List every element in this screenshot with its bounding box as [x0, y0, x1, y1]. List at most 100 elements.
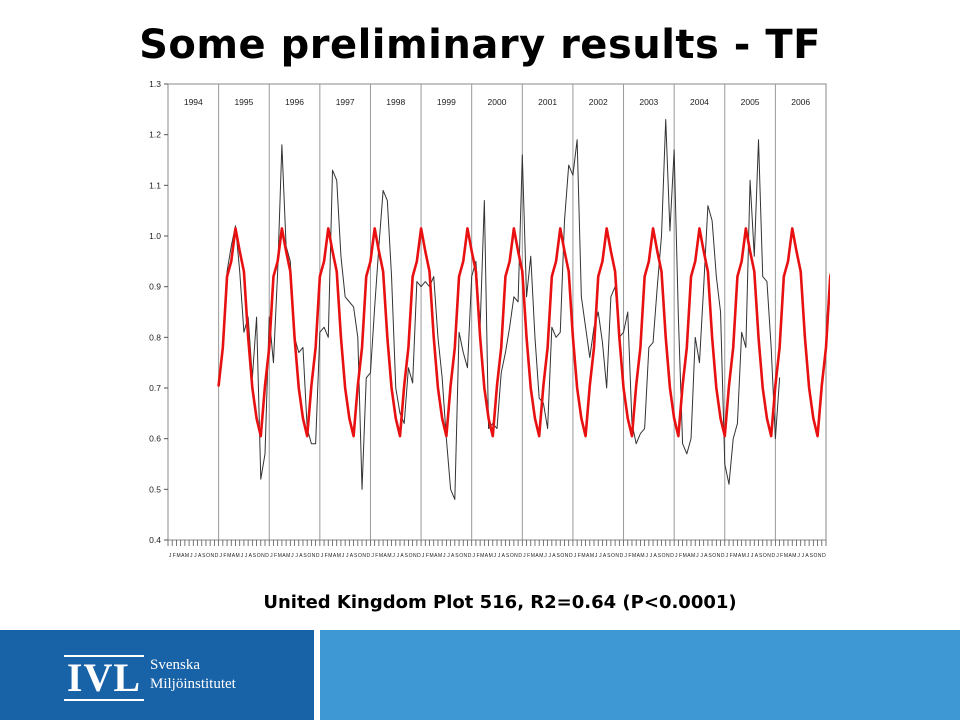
month-tick-label: S	[759, 553, 763, 559]
month-tick-label: M	[337, 553, 341, 559]
y-tick-label: 1.0	[149, 231, 161, 241]
month-tick-label: S	[708, 553, 712, 559]
month-tick-label: S	[556, 553, 560, 559]
month-tick-label: A	[400, 553, 404, 559]
observed-series-line	[218, 118, 781, 500]
month-tick-label: A	[384, 553, 388, 559]
month-tick-label: M	[227, 553, 231, 559]
logo-line-1: Svenska	[150, 657, 200, 673]
month-tick-label: N	[261, 553, 265, 559]
month-tick-label: F	[578, 553, 581, 559]
month-tick-label: D	[367, 553, 371, 559]
month-tick-label: J	[776, 553, 779, 559]
month-tick-label: F	[375, 553, 378, 559]
month-tick-label: D	[670, 553, 674, 559]
month-tick-label: M	[430, 553, 434, 559]
month-tick-label: A	[637, 553, 641, 559]
month-tick-label: M	[683, 553, 687, 559]
month-tick-label: M	[480, 553, 484, 559]
month-tick-label: J	[422, 553, 425, 559]
month-tick-label: A	[451, 553, 455, 559]
month-tick-label: F	[780, 553, 783, 559]
month-tick-label: D	[316, 553, 320, 559]
month-tick-label: M	[185, 553, 189, 559]
month-tick-label: D	[468, 553, 472, 559]
month-tick-label: M	[784, 553, 788, 559]
y-tick-label: 0.4	[149, 535, 161, 545]
month-tick-label: J	[397, 553, 400, 559]
month-tick-label: N	[312, 553, 316, 559]
month-tick-label: F	[679, 553, 682, 559]
month-tick-label: M	[387, 553, 391, 559]
month-tick-label: S	[253, 553, 257, 559]
month-tick-label: N	[767, 553, 771, 559]
month-tick-label: S	[810, 553, 814, 559]
month-tick-label: J	[270, 553, 273, 559]
month-tick-label: J	[295, 553, 298, 559]
y-tick-label: 1.3	[149, 79, 161, 89]
month-tick-label: A	[755, 553, 759, 559]
month-tick-label: N	[666, 553, 670, 559]
month-tick-label: O	[358, 553, 362, 559]
month-tick-label: J	[321, 553, 324, 559]
month-tick-label: M	[278, 553, 282, 559]
month-tick-label: O	[814, 553, 818, 559]
month-tick-label: O	[307, 553, 311, 559]
month-tick-label: M	[581, 553, 585, 559]
month-tick-label: J	[751, 553, 754, 559]
year-label: 2000	[488, 97, 507, 107]
month-tick-label: J	[190, 553, 193, 559]
month-tick-label: S	[405, 553, 409, 559]
month-tick-label: J	[342, 553, 345, 559]
month-tick-label: J	[599, 553, 602, 559]
month-tick-label: O	[763, 553, 767, 559]
month-tick-label: D	[417, 553, 421, 559]
footer-accent-panel	[320, 630, 960, 720]
year-label: 1997	[336, 97, 355, 107]
footer-brand-panel	[0, 630, 314, 720]
month-tick-label: J	[802, 553, 805, 559]
month-tick-label: M	[733, 553, 737, 559]
month-tick-label: J	[473, 553, 476, 559]
month-tick-label: O	[510, 553, 514, 559]
month-tick-label: F	[173, 553, 176, 559]
month-tick-label: O	[459, 553, 463, 559]
month-tick-label: J	[645, 553, 648, 559]
month-tick-label: J	[523, 553, 526, 559]
month-tick-label: J	[498, 553, 501, 559]
plot-frame	[167, 83, 827, 541]
month-tick-label: A	[502, 553, 506, 559]
month-tick-label: A	[654, 553, 658, 559]
month-tick-label: J	[675, 553, 678, 559]
month-tick-label: D	[215, 553, 219, 559]
month-tick-label: A	[704, 553, 708, 559]
ivl-logo-mark: IVL	[64, 655, 144, 701]
month-tick-label: A	[805, 553, 809, 559]
month-tick-label: J	[726, 553, 729, 559]
month-tick-label: O	[409, 553, 413, 559]
month-tick-label: J	[595, 553, 598, 559]
month-tick-label: M	[539, 553, 543, 559]
month-tick-label: F	[426, 553, 429, 559]
month-tick-label: N	[210, 553, 214, 559]
month-tick-label: N	[615, 553, 619, 559]
month-tick-label: A	[299, 553, 303, 559]
month-tick-label: F	[274, 553, 277, 559]
month-tick-label: A	[485, 553, 489, 559]
year-label: 2001	[538, 97, 557, 107]
month-tick-label: M	[792, 553, 796, 559]
month-tick-label: J	[797, 553, 800, 559]
month-tick-label: J	[443, 553, 446, 559]
month-tick-label: F	[476, 553, 479, 559]
y-tick-label: 1.1	[149, 180, 161, 190]
month-tick-label: D	[569, 553, 573, 559]
year-label: 2002	[589, 97, 608, 107]
month-tick-label: M	[489, 553, 493, 559]
month-tick-label: F	[325, 553, 328, 559]
year-label: 2005	[741, 97, 760, 107]
month-tick-label: D	[822, 553, 826, 559]
month-tick-label: A	[552, 553, 556, 559]
month-tick-label: J	[169, 553, 172, 559]
month-tick-label: F	[527, 553, 530, 559]
month-tick-label: A	[434, 553, 438, 559]
